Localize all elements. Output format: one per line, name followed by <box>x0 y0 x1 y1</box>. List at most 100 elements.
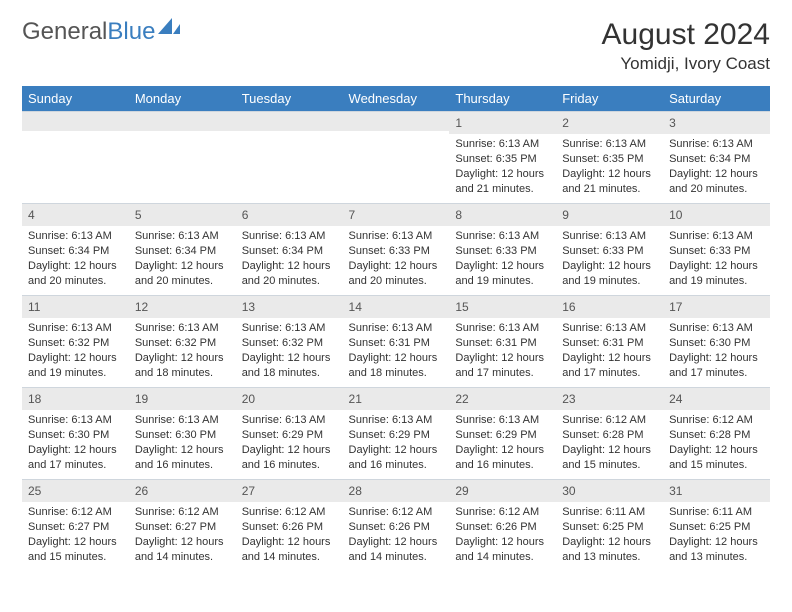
day-line: Sunset: 6:32 PM <box>28 336 123 351</box>
day-line: Daylight: 12 hours and 16 minutes. <box>135 443 230 473</box>
logo-text-1: General <box>22 18 107 46</box>
location-label: Yomidji, Ivory Coast <box>602 54 770 74</box>
day-number: 20 <box>236 387 343 410</box>
day-line: Sunrise: 6:12 AM <box>562 413 657 428</box>
day-line: Sunset: 6:33 PM <box>669 244 764 259</box>
day-line: Sunset: 6:33 PM <box>562 244 657 259</box>
day-line: Daylight: 12 hours and 16 minutes. <box>242 443 337 473</box>
day-line: Daylight: 12 hours and 20 minutes. <box>135 259 230 289</box>
day-line: Daylight: 12 hours and 17 minutes. <box>28 443 123 473</box>
day-line: Sunrise: 6:11 AM <box>562 505 657 520</box>
calendar-day: 20Sunrise: 6:13 AMSunset: 6:29 PMDayligh… <box>236 387 343 479</box>
day-line: Sunset: 6:28 PM <box>562 428 657 443</box>
day-line: Sunrise: 6:13 AM <box>135 413 230 428</box>
day-number: 2 <box>556 111 663 134</box>
calendar-day: 26Sunrise: 6:12 AMSunset: 6:27 PMDayligh… <box>129 479 236 571</box>
day-body: Sunrise: 6:13 AMSunset: 6:29 PMDaylight:… <box>236 410 343 478</box>
day-number: 19 <box>129 387 236 410</box>
calendar-day: 24 Sunrise: 6:12 AMSunset: 6:28 PMDayligh… <box>663 387 770 479</box>
day-line: Sunset: 6:29 PM <box>242 428 337 443</box>
day-number: 26 <box>129 479 236 502</box>
day-line: Sunset: 6:28 PM <box>669 428 764 443</box>
calendar-week: 1Sunrise: 6:13 AMSunset: 6:35 PMDaylight… <box>22 111 770 203</box>
day-number: 13 <box>236 295 343 318</box>
day-line: Daylight: 12 hours and 19 minutes. <box>669 259 764 289</box>
day-body: Sunrise: 6:13 AMSunset: 6:34 PMDaylight:… <box>22 226 129 294</box>
day-line: Daylight: 12 hours and 15 minutes. <box>562 443 657 473</box>
calendar-day: 18Sunrise: 6:13 AMSunset: 6:30 PMDayligh… <box>22 387 129 479</box>
calendar-header-row: SundayMondayTuesdayWednesdayThursdayFrid… <box>22 86 770 111</box>
day-number: 11 <box>22 295 129 318</box>
day-line: Daylight: 12 hours and 20 minutes. <box>242 259 337 289</box>
day-line: Sunrise: 6:13 AM <box>455 137 550 152</box>
day-line: Daylight: 12 hours and 20 minutes. <box>349 259 444 289</box>
day-body: Sunrise: 6:12 AMSunset: 6:27 PMDaylight:… <box>22 502 129 570</box>
calendar-day <box>236 111 343 203</box>
day-body: Sunrise: 6:13 AMSunset: 6:31 PMDaylight:… <box>556 318 663 386</box>
calendar-day: 2Sunrise: 6:13 AMSunset: 6:35 PMDaylight… <box>556 111 663 203</box>
day-line: Daylight: 12 hours and 20 minutes. <box>669 167 764 197</box>
day-line: Sunrise: 6:11 AM <box>669 505 764 520</box>
calendar-week: 11Sunrise: 6:13 AMSunset: 6:32 PMDayligh… <box>22 295 770 387</box>
day-line: Daylight: 12 hours and 13 minutes. <box>669 535 764 565</box>
calendar-day <box>22 111 129 203</box>
day-number: 17 <box>663 295 770 318</box>
day-line: Sunrise: 6:12 AM <box>669 413 764 428</box>
header: GeneralBlue August 2024 Yomidji, Ivory C… <box>22 18 770 74</box>
day-body: Sunrise: 6:13 AMSunset: 6:29 PMDaylight:… <box>343 410 450 478</box>
day-number: 30 <box>556 479 663 502</box>
day-line: Daylight: 12 hours and 15 minutes. <box>669 443 764 473</box>
calendar-day: 9Sunrise: 6:13 AMSunset: 6:33 PMDaylight… <box>556 203 663 295</box>
calendar-day: 11Sunrise: 6:13 AMSunset: 6:32 PMDayligh… <box>22 295 129 387</box>
day-line: Sunrise: 6:13 AM <box>135 321 230 336</box>
day-body: Sunrise: 6:13 AMSunset: 6:33 PMDaylight:… <box>556 226 663 294</box>
weekday-header: Thursday <box>449 86 556 111</box>
day-line: Sunset: 6:29 PM <box>349 428 444 443</box>
day-body: Sunrise: 6:13 AMSunset: 6:33 PMDaylight:… <box>343 226 450 294</box>
day-number: 29 <box>449 479 556 502</box>
day-body <box>129 131 236 140</box>
day-number: 3 <box>663 111 770 134</box>
calendar-day <box>129 111 236 203</box>
calendar-day: 10Sunrise: 6:13 AMSunset: 6:33 PMDayligh… <box>663 203 770 295</box>
weekday-header: Sunday <box>22 86 129 111</box>
day-number: 21 <box>343 387 450 410</box>
day-body: Sunrise: 6:13 AMSunset: 6:29 PMDaylight:… <box>449 410 556 478</box>
day-number <box>236 111 343 131</box>
day-line: Sunrise: 6:13 AM <box>349 229 444 244</box>
calendar-week: 4Sunrise: 6:13 AMSunset: 6:34 PMDaylight… <box>22 203 770 295</box>
day-number: 24 <box>663 387 770 410</box>
day-line: Sunrise: 6:13 AM <box>455 413 550 428</box>
day-line: Sunrise: 6:12 AM <box>242 505 337 520</box>
calendar-day: 1Sunrise: 6:13 AMSunset: 6:35 PMDaylight… <box>449 111 556 203</box>
day-line: Sunset: 6:30 PM <box>669 336 764 351</box>
day-body: Sunrise: 6:13 AMSunset: 6:34 PMDaylight:… <box>129 226 236 294</box>
day-line: Sunset: 6:30 PM <box>28 428 123 443</box>
day-number: 22 <box>449 387 556 410</box>
day-number: 6 <box>236 203 343 226</box>
day-line: Sunset: 6:35 PM <box>562 152 657 167</box>
calendar-day: 5Sunrise: 6:13 AMSunset: 6:34 PMDaylight… <box>129 203 236 295</box>
day-line: Sunrise: 6:13 AM <box>135 229 230 244</box>
day-body: Sunrise: 6:11 AMSunset: 6:25 PMDaylight:… <box>556 502 663 570</box>
calendar-day: 29Sunrise: 6:12 AMSunset: 6:26 PMDayligh… <box>449 479 556 571</box>
day-body: Sunrise: 6:13 AMSunset: 6:35 PMDaylight:… <box>449 134 556 202</box>
day-line: Sunrise: 6:13 AM <box>562 321 657 336</box>
calendar-day: 6Sunrise: 6:13 AMSunset: 6:34 PMDaylight… <box>236 203 343 295</box>
day-line: Sunset: 6:26 PM <box>349 520 444 535</box>
day-line: Sunset: 6:34 PM <box>135 244 230 259</box>
calendar-day: 19Sunrise: 6:13 AMSunset: 6:30 PMDayligh… <box>129 387 236 479</box>
day-number: 15 <box>449 295 556 318</box>
logo-sail-icon <box>158 15 180 43</box>
day-number: 1 <box>449 111 556 134</box>
day-line: Sunrise: 6:13 AM <box>669 137 764 152</box>
calendar-day: 17Sunrise: 6:13 AMSunset: 6:30 PMDayligh… <box>663 295 770 387</box>
day-line: Sunset: 6:26 PM <box>455 520 550 535</box>
day-line: Daylight: 12 hours and 21 minutes. <box>455 167 550 197</box>
day-line: Sunrise: 6:13 AM <box>349 321 444 336</box>
day-number: 18 <box>22 387 129 410</box>
day-line: Sunset: 6:33 PM <box>349 244 444 259</box>
weekday-header: Tuesday <box>236 86 343 111</box>
calendar-day: 21Sunrise: 6:13 AMSunset: 6:29 PMDayligh… <box>343 387 450 479</box>
day-line: Sunrise: 6:13 AM <box>242 321 337 336</box>
